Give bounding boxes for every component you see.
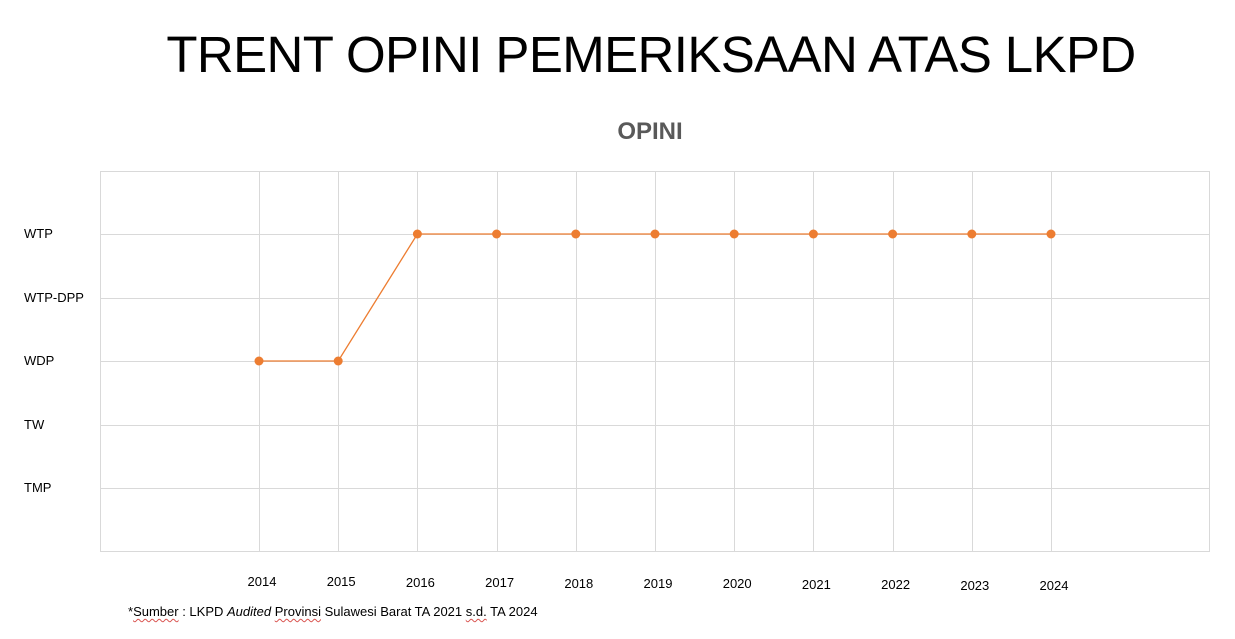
x-tick-label: 2020 [722,576,752,592]
x-tick-label: 2017 [485,575,515,591]
x-tick-label: 2015 [326,574,356,590]
x-tick-label: 2021 [801,576,831,592]
y-tick-label: TW [24,417,45,432]
data-point [333,356,343,366]
footnote-source-label: Sumber [133,604,179,619]
footnote-provinsi: Provinsi [274,604,321,619]
data-point [254,356,264,366]
page-title: TRENT OPINI PEMERIKSAAN ATAS LKPD [166,26,1136,83]
x-tick-label: 2018 [564,575,594,591]
data-point [888,229,898,239]
data-point [571,229,581,239]
footnote-sd: s.d. [465,604,487,619]
x-tick-label: 2014 [247,574,277,589]
data-point [808,229,818,239]
x-tick-label: 2016 [405,574,435,590]
y-tick-label: WTP [24,226,53,241]
data-point [492,229,502,239]
footnote-suffix: TA 2024 [486,604,538,619]
footnote-mid: Sulawesi Barat TA 2021 [320,604,466,619]
data-point [1046,229,1056,239]
chart-title: OPINI [617,118,683,145]
data-point [412,229,422,239]
source-footnote: *Sumber : LKPD Audited Provinsi Sulawesi… [128,604,538,619]
data-point [650,229,660,239]
footnote-prefix: * [128,604,134,619]
footnote-audited: Audited [227,604,272,619]
x-tick-label: 2019 [643,576,673,591]
x-tick-label: 2024 [1039,577,1069,593]
data-point [729,229,739,239]
data-point [967,229,977,239]
y-tick-label: WTP-DPP [24,290,84,305]
footnote-separator: : LKPD [178,604,228,619]
y-tick-label: TMP [24,480,52,495]
x-tick-label: 2023 [960,577,990,593]
x-tick-label: 2022 [881,577,911,593]
y-tick-label: WDP [24,353,55,368]
